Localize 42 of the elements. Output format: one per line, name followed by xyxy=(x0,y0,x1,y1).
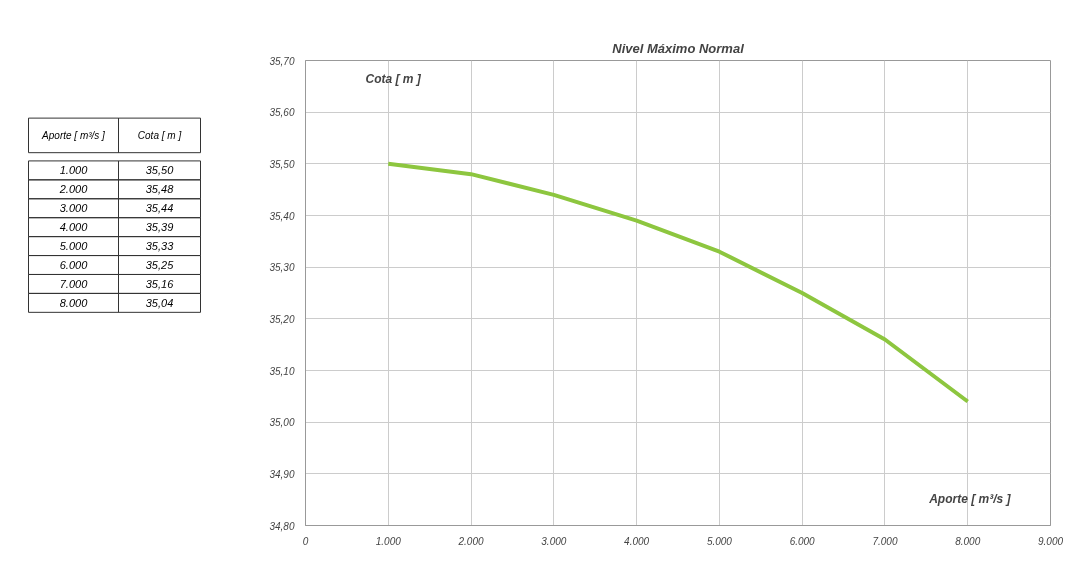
y-tick-label: 35,20 xyxy=(269,313,295,325)
x-tick-label: 2.000 xyxy=(457,535,485,547)
y-tick-label: 34,80 xyxy=(269,520,295,532)
text: 8.000 xyxy=(59,296,88,309)
y-tick-label: 35,70 xyxy=(269,55,295,67)
y-tick-label: 35,60 xyxy=(269,107,295,119)
y-tick-label: 34,90 xyxy=(269,468,295,480)
x-tick-label: 6.000 xyxy=(789,535,816,547)
y-tick-label: 35,30 xyxy=(269,262,295,274)
text: 6.000 xyxy=(59,259,88,272)
text: 7.000 xyxy=(59,277,88,290)
text: Cota [ m ] xyxy=(137,129,182,141)
x-tick-label: 7.000 xyxy=(872,535,898,547)
line-series xyxy=(386,161,970,404)
text: 4.000 xyxy=(59,221,88,234)
x-tick-label: 5.000 xyxy=(706,535,733,547)
x-tick-label: 3.000 xyxy=(541,535,567,547)
y-tick-label: 35,50 xyxy=(269,158,295,170)
y-tick-label: 35,40 xyxy=(269,210,295,222)
text: 35,16 xyxy=(145,277,174,290)
text: 35,39 xyxy=(145,221,174,234)
x-tick-label: 0 xyxy=(302,535,309,547)
y-axis-title: Cota [ m ] xyxy=(365,71,422,86)
x-tick-label: 1.000 xyxy=(375,535,402,547)
y-tick-label: 35,00 xyxy=(269,417,295,429)
x-axis-title: Aporte [ m³/s ] xyxy=(928,491,1012,506)
y-tick-label: 35,10 xyxy=(269,365,295,377)
text: 35,33 xyxy=(145,240,174,253)
text: 5.000 xyxy=(59,240,88,253)
text: 1.000 xyxy=(59,164,88,177)
text: 35,25 xyxy=(145,259,174,272)
chart-title: Nivel Máximo Normal xyxy=(612,40,745,56)
text: 2.000 xyxy=(59,183,88,196)
text: 35,04 xyxy=(145,296,174,309)
text: 35,50 xyxy=(145,164,174,177)
text: 35,48 xyxy=(145,183,174,196)
x-tick-label: 8.000 xyxy=(955,535,981,547)
text: Aporte [ m³/s ] xyxy=(42,129,105,141)
x-tick-label: 9.000 xyxy=(1037,535,1064,547)
text: 35,44 xyxy=(145,202,174,215)
x-tick-label: 4.000 xyxy=(624,535,650,547)
text: 3.000 xyxy=(59,202,88,215)
